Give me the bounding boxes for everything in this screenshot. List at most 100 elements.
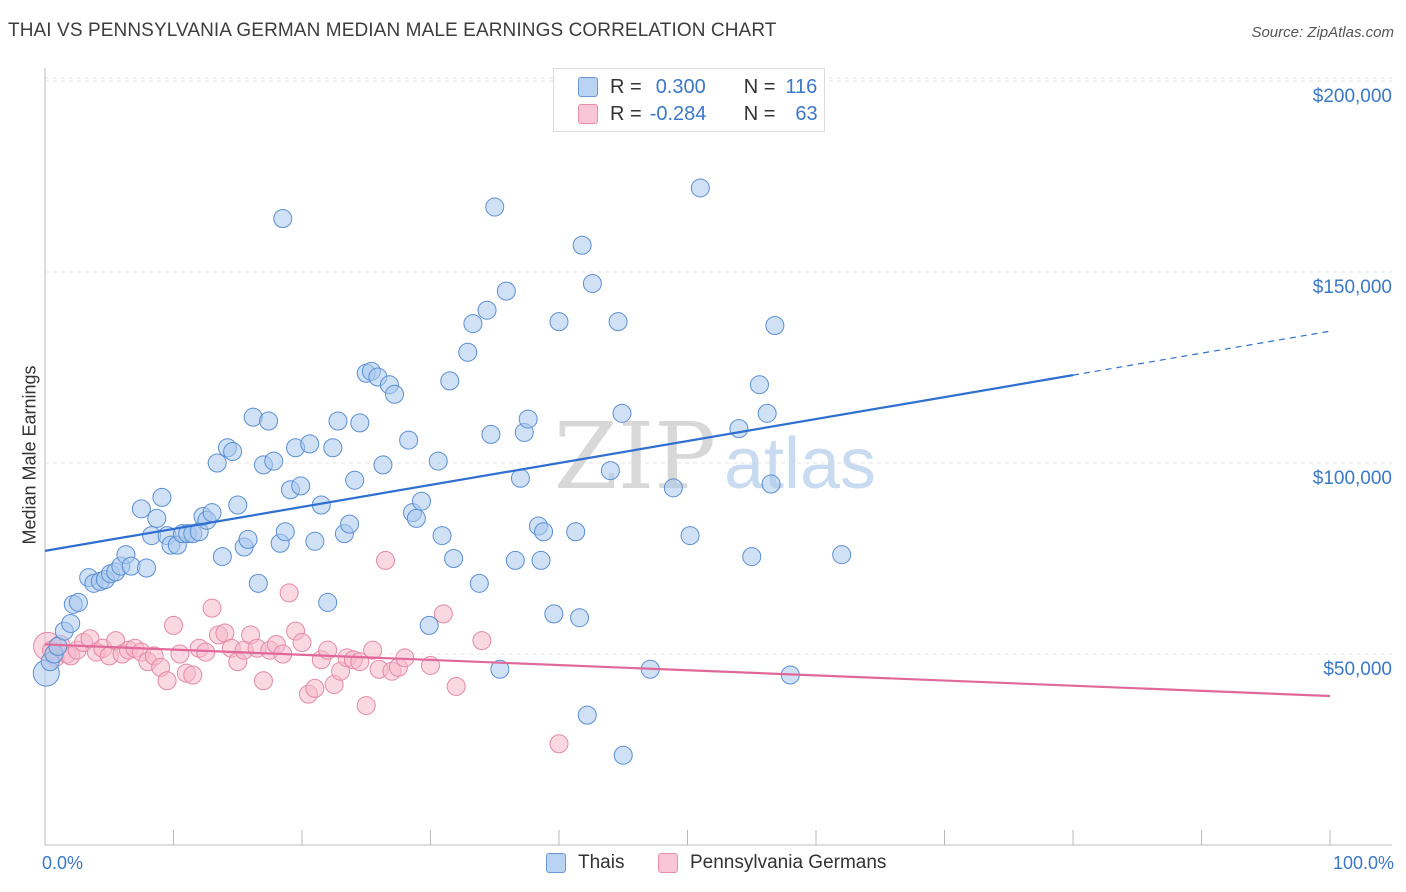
thais-trend-extension: [1072, 330, 1331, 376]
thais-point: [147, 508, 167, 528]
thais-point: [273, 209, 293, 229]
thais-point: [406, 508, 426, 528]
thais-point: [663, 478, 683, 498]
thais-point: [490, 659, 510, 679]
y-axis-label: Median Male Earnings: [19, 365, 40, 545]
thais-point: [264, 451, 284, 471]
y-tick-label: $200,000: [1312, 86, 1392, 107]
thais-point: [275, 522, 295, 542]
thais-point: [412, 491, 432, 511]
legend-item-thais: Thais: [546, 852, 624, 874]
thais-trend-line: [44, 374, 1074, 552]
thais-point: [373, 455, 393, 475]
n-label: N =: [743, 75, 776, 98]
pennsylvania-germans-point: [170, 644, 190, 664]
pennsylvania-germans-trend-line: [44, 643, 1331, 698]
thais-point: [202, 503, 222, 523]
thais-point: [318, 592, 338, 612]
thais-point: [463, 314, 483, 334]
thais-point: [444, 549, 464, 568]
r-label: R =: [610, 75, 642, 98]
thais-point: [137, 558, 157, 578]
chart-title: THAI VS PENNSYLVANIA GERMAN MEDIAN MALE …: [8, 20, 777, 41]
r-value: 0.300: [655, 75, 706, 98]
thais-point: [259, 411, 279, 431]
thais-point: [131, 499, 151, 519]
pennsylvania-germans-point: [472, 631, 492, 651]
thais-point: [68, 592, 88, 612]
thais-point: [485, 197, 505, 217]
thais-point: [729, 419, 749, 439]
pennsylvania-germans-point: [433, 604, 453, 624]
thais-point: [477, 300, 497, 320]
legend-item-pennsylvania-germans: Pennsylvania Germans: [658, 852, 886, 874]
correlation-legend: R = 0.300 N = 116 R = -0.284 N = 63: [553, 68, 825, 132]
y-tick-label: $150,000: [1312, 277, 1392, 298]
y-tick-label: $50,000: [1323, 659, 1392, 680]
thais-point: [340, 514, 360, 534]
thais-point: [544, 604, 564, 624]
thais-point: [399, 430, 419, 450]
trend-lines: [44, 330, 1331, 698]
thais-point: [496, 281, 516, 301]
pennsylvania-germans-point: [279, 583, 299, 603]
r-value: -0.284: [649, 102, 707, 125]
thais-point: [228, 495, 248, 515]
pink-swatch-icon: [578, 104, 598, 124]
thais-point: [323, 438, 343, 458]
y-tick-label: $100,000: [1312, 468, 1392, 489]
blue-swatch-icon: [578, 77, 598, 97]
chart-source: Source: ZipAtlas.com: [1251, 24, 1394, 41]
thais-point: [582, 273, 602, 293]
thais-point: [680, 526, 700, 546]
thais-point: [742, 547, 762, 567]
axes: [44, 68, 1392, 846]
n-value: 116: [785, 75, 818, 98]
thais-point: [291, 476, 311, 496]
thais-point: [534, 522, 554, 542]
pennsylvania-germans-point: [305, 678, 325, 698]
pennsylvania-germans-point: [549, 734, 569, 754]
r-label: R =: [610, 102, 642, 125]
thais-point: [600, 461, 620, 481]
x-tick-label-min: 0.0%: [42, 853, 84, 873]
pennsylvania-germans-point: [356, 696, 376, 716]
thais-point: [761, 474, 781, 494]
thais-point: [531, 550, 551, 570]
thais-point: [419, 615, 439, 635]
thais-point: [570, 608, 590, 628]
thais-point: [612, 403, 632, 423]
thais-point: [765, 315, 785, 335]
thais-point: [207, 453, 227, 473]
thais-point: [481, 424, 501, 444]
thais-point: [440, 371, 460, 391]
thais-point: [549, 312, 569, 332]
blue-swatch-icon: [546, 853, 566, 873]
watermark-atlas: atlas: [724, 424, 876, 504]
thais-point: [566, 522, 586, 542]
thais-point: [505, 550, 525, 570]
pennsylvania-germans-point: [164, 615, 183, 635]
thais-point: [300, 434, 320, 454]
thais-point: [469, 573, 489, 593]
legend-row-thais: R = 0.300 N = 116: [578, 74, 817, 100]
pennsylvania-germans-point: [446, 676, 466, 696]
x-tick-label-max: 100.0%: [1332, 853, 1394, 873]
pennsylvania-germans-point: [292, 633, 312, 653]
thais-point: [328, 411, 348, 431]
thais-point: [510, 468, 530, 488]
pennsylvania-germans-point: [202, 598, 222, 618]
thais-point: [432, 526, 452, 546]
gridlines: [45, 77, 1392, 655]
legend-label-pennsylvania-germans: Pennsylvania Germans: [690, 852, 887, 873]
thais-points: [32, 178, 852, 765]
thais-point: [385, 384, 405, 404]
pink-swatch-icon: [658, 853, 678, 873]
thais-point: [223, 442, 243, 462]
thais-point: [572, 235, 592, 255]
thais-point: [757, 403, 777, 423]
n-value: 63: [795, 102, 818, 125]
legend-row-pennsylvania-germans: R = -0.284 N = 63: [578, 101, 818, 127]
thais-point: [518, 409, 538, 429]
pennsylvania-germans-point: [157, 671, 177, 691]
